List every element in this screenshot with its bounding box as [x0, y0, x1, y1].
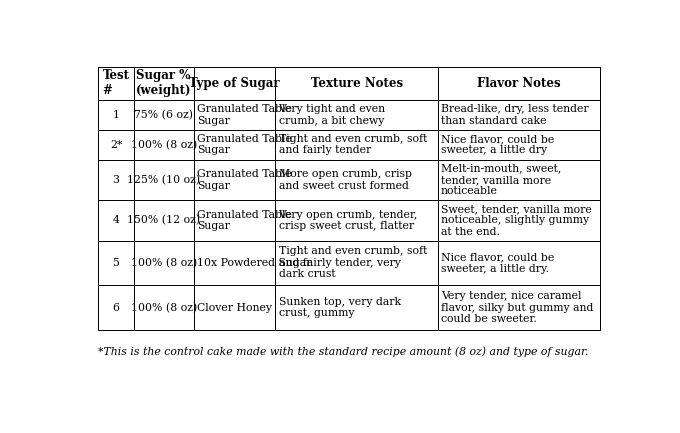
Text: 5: 5 [113, 258, 120, 268]
Bar [134, 285, 194, 330]
Text: Flavor Notes: Flavor Notes [477, 77, 561, 90]
Bar [275, 200, 438, 241]
Bar [275, 241, 438, 285]
Bar [194, 129, 275, 160]
Text: 10x Powdered Sugar: 10x Powdered Sugar [197, 258, 311, 268]
Text: Granulated Table
Sugar: Granulated Table Sugar [197, 169, 292, 191]
Bar [438, 100, 600, 129]
Text: Tight and even crumb, soft
and fairly tender, very
dark crust: Tight and even crumb, soft and fairly te… [279, 246, 427, 279]
Bar [194, 160, 275, 200]
Bar [438, 67, 600, 100]
Text: Bread-like, dry, less tender
than standard cake: Bread-like, dry, less tender than standa… [441, 104, 589, 126]
Text: Sunken top, very dark
crust, gummy: Sunken top, very dark crust, gummy [279, 297, 401, 319]
Bar [134, 241, 194, 285]
Text: Texture Notes: Texture Notes [311, 77, 403, 90]
Text: *This is the control cake made with the standard recipe amount (8 oz) and type o: *This is the control cake made with the … [98, 347, 589, 357]
Text: Very tender, nice caramel
flavor, silky but gummy and
could be sweeter.: Very tender, nice caramel flavor, silky … [441, 291, 594, 324]
Text: 1: 1 [112, 110, 120, 120]
Text: Very open crumb, tender,
crisp sweet crust, flatter: Very open crumb, tender, crisp sweet cru… [279, 210, 418, 231]
Text: 100% (8 oz): 100% (8 oz) [131, 139, 197, 150]
Bar [438, 160, 600, 200]
Text: 75% (6 oz): 75% (6 oz) [135, 110, 194, 120]
Text: Clover Honey: Clover Honey [197, 303, 272, 313]
Text: 6: 6 [112, 303, 120, 313]
Text: Sweet, tender, vanilla more
noticeable, slightly gummy
at the end.: Sweet, tender, vanilla more noticeable, … [441, 204, 592, 237]
Bar [98, 100, 134, 129]
Bar [98, 67, 134, 100]
Bar [98, 160, 134, 200]
Bar [194, 200, 275, 241]
Bar [98, 241, 134, 285]
Text: Granulated Table
Sugar: Granulated Table Sugar [197, 134, 292, 155]
Bar [275, 285, 438, 330]
Text: Test
#: Test # [103, 69, 129, 97]
Bar [275, 129, 438, 160]
Text: 100% (8 oz): 100% (8 oz) [131, 303, 197, 313]
Bar [438, 285, 600, 330]
Text: Nice flavor, could be
sweeter, a little dry.: Nice flavor, could be sweeter, a little … [441, 252, 554, 274]
Text: More open crumb, crisp
and sweet crust formed: More open crumb, crisp and sweet crust f… [279, 169, 411, 191]
Bar [134, 160, 194, 200]
Text: 150% (12 oz): 150% (12 oz) [127, 215, 201, 226]
Bar [438, 129, 600, 160]
Bar [275, 100, 438, 129]
Text: Tight and even crumb, soft
and fairly tender: Tight and even crumb, soft and fairly te… [279, 134, 427, 155]
Text: Sugar %
(weight): Sugar % (weight) [136, 69, 192, 97]
Text: Nice flavor, could be
sweeter, a little dry: Nice flavor, could be sweeter, a little … [441, 134, 554, 155]
Bar [134, 129, 194, 160]
Bar [134, 200, 194, 241]
Text: Very tight and even
crumb, a bit chewy: Very tight and even crumb, a bit chewy [279, 104, 386, 126]
Bar [134, 67, 194, 100]
Bar [98, 129, 134, 160]
Bar [194, 241, 275, 285]
Bar [438, 200, 600, 241]
Text: Melt-in-mouth, sweet,
tender, vanilla more
noticeable: Melt-in-mouth, sweet, tender, vanilla mo… [441, 163, 562, 197]
Text: 100% (8 oz): 100% (8 oz) [131, 258, 197, 268]
Bar [134, 100, 194, 129]
Text: Granulated Table
Sugar: Granulated Table Sugar [197, 210, 292, 231]
Text: Granulated Table
Sugar: Granulated Table Sugar [197, 104, 292, 126]
Bar [275, 67, 438, 100]
Text: 3: 3 [112, 175, 120, 185]
Bar [275, 160, 438, 200]
Text: 125% (10 oz): 125% (10 oz) [127, 174, 201, 185]
Text: Type of Sugar: Type of Sugar [190, 77, 280, 90]
Bar [194, 100, 275, 129]
Bar [194, 285, 275, 330]
Bar [98, 285, 134, 330]
Bar [98, 200, 134, 241]
Bar [194, 67, 275, 100]
Text: 4: 4 [113, 215, 120, 225]
Text: 2*: 2* [109, 139, 122, 150]
Bar [438, 241, 600, 285]
